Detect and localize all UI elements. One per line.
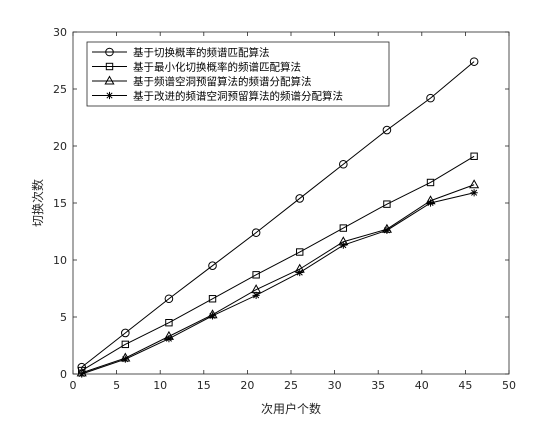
legend-marker (105, 91, 114, 100)
series-2-point (426, 178, 435, 187)
legend-marker (105, 62, 114, 71)
legend-box (86, 41, 390, 107)
series-1-point (426, 93, 435, 103)
series-line-1 (81, 61, 475, 368)
series-3-point (469, 179, 480, 189)
x-tick-label: 10 (153, 379, 167, 392)
y-tick-label: 30 (53, 26, 67, 39)
series-1-point (339, 159, 348, 169)
x-tick-label: 50 (502, 379, 516, 392)
series-4-point (208, 312, 217, 320)
x-tick-label: 20 (240, 379, 254, 392)
x-tick-label: 35 (371, 379, 385, 392)
series-1-point (295, 194, 305, 203)
series-2-point (252, 271, 260, 279)
series-4-point (426, 199, 435, 207)
x-tick-label: 45 (458, 379, 472, 392)
series-2-point (165, 319, 173, 327)
series-line-3 (81, 184, 475, 374)
series-4-point (252, 291, 260, 299)
y-tick-label: 20 (53, 140, 67, 153)
series-1-point (251, 228, 261, 237)
series-1-point (382, 125, 392, 135)
series-2-point (121, 340, 130, 349)
series-line-2 (81, 155, 475, 372)
series-4-point (339, 241, 347, 249)
y-axis-label: 切换次数 (30, 179, 45, 227)
series-2-point (339, 224, 348, 232)
x-tick-label: 0 (70, 379, 77, 392)
x-tick-label: 40 (415, 379, 429, 392)
series-line-4 (81, 192, 475, 375)
legend-marker (104, 75, 115, 85)
series-2-point (383, 200, 391, 208)
series-4-point (470, 189, 478, 197)
y-tick-label: 0 (60, 368, 67, 381)
series-1-point (208, 261, 217, 271)
series-4-point (78, 370, 86, 378)
y-tick-label: 10 (53, 254, 67, 267)
legend-label: 基于切换概率的频谱匹配算法 (133, 46, 270, 59)
x-tick-label: 30 (328, 379, 342, 392)
series-4-point (296, 268, 304, 277)
y-tick-label: 25 (53, 83, 67, 96)
legend-label: 基于改进的频谱空洞预留算法的频谱分配算法 (133, 90, 343, 103)
x-axis-label: 次用户个数 (261, 401, 321, 416)
legend-marker (105, 47, 114, 57)
legend-label: 基于最小化切换概率的频谱匹配算法 (133, 61, 301, 74)
series-2-point (208, 295, 217, 303)
x-tick-label: 5 (113, 379, 120, 392)
series-4-point (383, 226, 391, 234)
legend-label: 基于频谱空洞预留算法的频谱分配算法 (133, 75, 312, 88)
series-1-point (164, 294, 174, 304)
y-tick-label: 15 (53, 197, 67, 210)
series-2-point (296, 248, 304, 256)
y-tick-label: 5 (60, 311, 67, 324)
x-tick-label: 15 (197, 379, 211, 392)
series-4-point (121, 355, 129, 363)
x-tick-label: 25 (284, 379, 298, 392)
series-4-point (165, 335, 173, 343)
series-2-point (470, 152, 478, 160)
series-1-point (121, 328, 130, 338)
series-1-point (469, 57, 479, 66)
